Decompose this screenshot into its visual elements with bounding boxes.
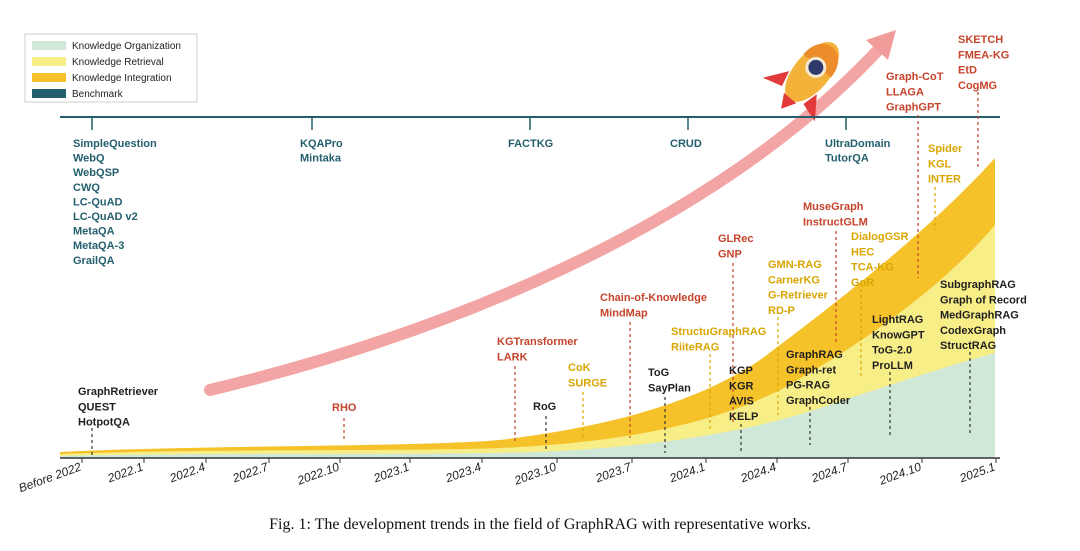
work-label-w13: MuseGraph InstructGLM — [803, 201, 868, 228]
x-tick-label: 2025.1 — [957, 460, 997, 486]
x-tick-label: Before 2022 — [17, 460, 84, 496]
work-label-w6: Chain-of-Knowledge MindMap — [600, 292, 707, 319]
legend-label-organization: Knowledge Organization — [72, 41, 181, 52]
work-label-w7: ToG SayPlan — [648, 367, 691, 394]
x-tick-label: 2023.10 — [512, 460, 559, 488]
benchmark-label: KQAPro Mintaka — [300, 138, 343, 165]
benchmark-label: FACTKG — [508, 138, 553, 150]
time-axis-ticks: Before 2022 2022.1 2022.4 2022.7 2022.10 2023… — [17, 458, 997, 495]
work-label-w11: GMN-RAG CarnerKG G-Retriever RD-P — [768, 259, 829, 317]
x-tick-label: 2023.4 — [443, 460, 484, 486]
x-tick-label: 2022.1 — [105, 460, 145, 486]
work-label-w2: RHO — [332, 402, 357, 414]
work-label-w15: LightRAG KnowGPT ToG-2.0 ProLLM — [872, 314, 925, 372]
work-label-w10: KGP KGR AVIS KELP — [729, 365, 758, 423]
x-tick-label: 2024.10 — [877, 460, 924, 488]
benchmark-labels: SimpleQuestion WebQ WebQSP CWQ LC-QuAD LC-QuA… — [73, 138, 891, 267]
legend-swatch-benchmark — [32, 89, 66, 98]
work-label-w8: StructuGraphRAG RiiteRAG — [671, 326, 766, 353]
benchmark-label: UltraDomain TutorQA — [825, 138, 891, 165]
x-tick-label: 2024.7 — [809, 459, 850, 486]
growth-arrow-head — [866, 30, 896, 60]
work-label-w3: KGTransformer LARK — [497, 336, 578, 363]
work-label-w1: GraphRetriever QUEST HotpotQA — [78, 386, 159, 429]
x-tick-label: 2022.7 — [230, 459, 271, 486]
work-label-w12: GraphRAG Graph-ret PG-RAG GraphCoder — [786, 349, 851, 407]
legend-label-retrieval: Knowledge Retrieval — [72, 57, 164, 68]
x-tick-label: 2023.1 — [371, 460, 411, 486]
legend-swatch-organization — [32, 41, 66, 50]
work-label-w17: Spider KGL INTER — [928, 143, 963, 186]
x-tick-label: 2023.7 — [593, 459, 634, 486]
work-label-w18: SubgraphRAG Graph of Record MedGraphRAG Cod… — [940, 279, 1027, 352]
work-label-w9: GLRec GNP — [718, 233, 753, 260]
legend-label-benchmark: Benchmark — [72, 89, 124, 100]
figure-caption: Fig. 1: The development trends in the fi… — [269, 516, 811, 533]
work-label-w4: RoG — [533, 401, 556, 413]
x-tick-label: 2024.1 — [667, 460, 707, 486]
work-label-w5: CoK SURGE — [568, 362, 607, 389]
work-label-w14: DialogGSR HEC TCA-KG GoR — [851, 231, 909, 289]
x-tick-label: 2022.4 — [167, 460, 208, 486]
work-labels: GraphRetriever QUEST HotpotQA RHO KGTransfor… — [78, 34, 1027, 429]
legend: Knowledge Organization Knowledge Retrieva… — [24, 33, 198, 103]
work-label-w16: Graph-CoT LLAGA GraphGPT — [886, 71, 944, 114]
x-tick-label: 2022.10 — [295, 460, 342, 488]
benchmark-label: CRUD — [670, 138, 702, 150]
area-knowledge-organization — [60, 353, 995, 458]
legend-label-integration: Knowledge Integration — [72, 73, 172, 84]
legend-swatch-integration — [32, 73, 66, 82]
x-tick-label: 2024.4 — [738, 460, 779, 486]
work-leader-lines — [91, 92, 979, 455]
legend-swatch-retrieval — [32, 57, 66, 66]
benchmark-label: SimpleQuestion WebQ WebQSP CWQ LC-QuAD LC-QuA… — [73, 138, 157, 267]
work-label-w19: SKETCH FMEA-KG EtD CogMG — [958, 34, 1009, 92]
rocket-icon — [762, 42, 839, 122]
area-knowledge-retrieval — [60, 225, 995, 458]
area-knowledge-integration — [60, 158, 995, 458]
